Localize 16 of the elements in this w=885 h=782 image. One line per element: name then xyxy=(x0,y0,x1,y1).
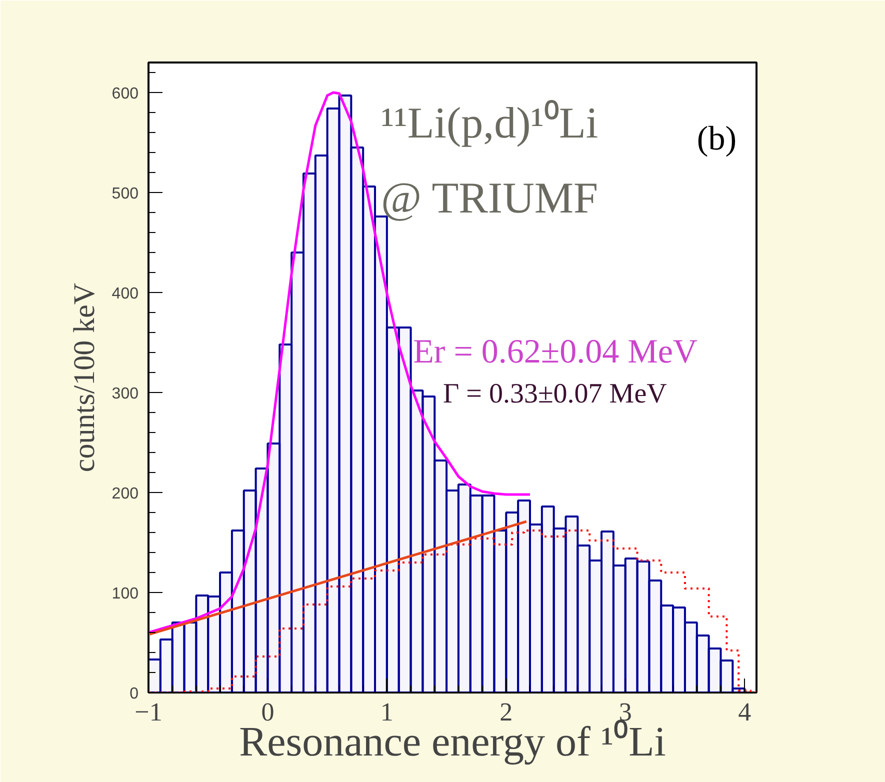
annotation: ¹¹Li(p,d)¹⁰Li xyxy=(380,98,598,148)
y-tick-label: 500 xyxy=(112,186,139,202)
y-tick-label: 400 xyxy=(112,286,139,302)
annotation: Er = 0.62±0.04 MeV xyxy=(413,334,698,370)
annotation: Γ = 0.33±0.07 MeV xyxy=(442,378,667,410)
y-tick-label: 100 xyxy=(112,586,139,602)
x-tick-label: 1 xyxy=(380,698,394,726)
y-tick-label: 300 xyxy=(112,386,139,402)
y-axis-title: counts/100 keV xyxy=(68,282,101,472)
x-tick-label: 0 xyxy=(261,698,274,726)
annotation: (b) xyxy=(696,120,737,158)
x-tick-label: 4 xyxy=(738,698,752,726)
y-tick-label: 600 xyxy=(112,86,139,102)
annotation: @ TRIUMF xyxy=(380,174,598,222)
y-tick-label: 200 xyxy=(112,486,139,502)
x-tick-label: 2 xyxy=(500,698,513,726)
